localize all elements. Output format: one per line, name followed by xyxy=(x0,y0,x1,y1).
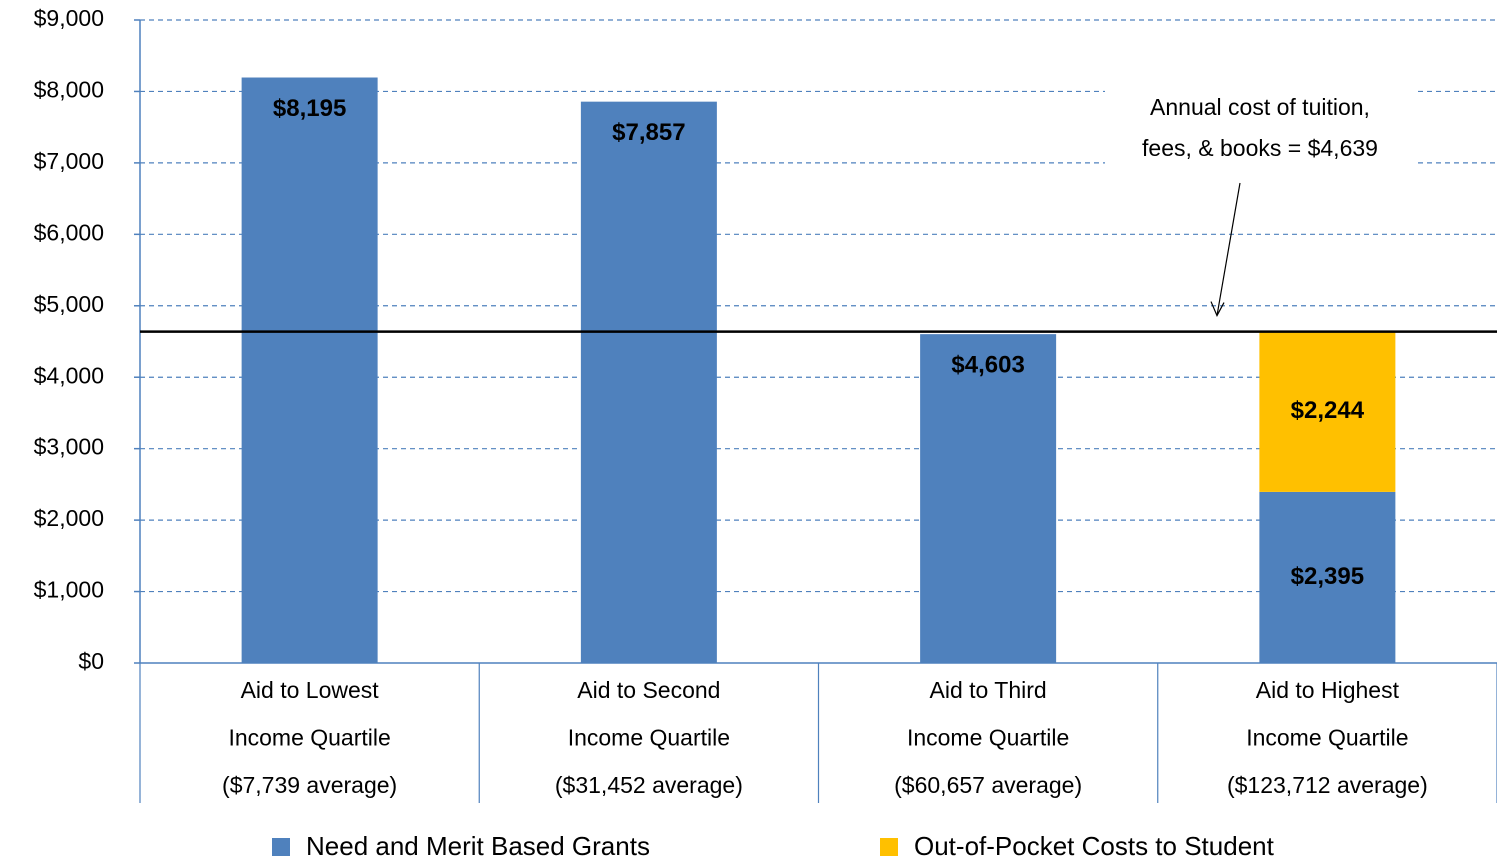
x-tick-label: Income Quartile xyxy=(1246,725,1408,751)
x-tick-label: Aid to Second xyxy=(577,677,720,703)
y-tick-label: $5,000 xyxy=(34,291,104,317)
annotation-arrowhead xyxy=(1210,301,1225,317)
x-tick-label: Aid to Highest xyxy=(1256,677,1400,703)
y-tick-label: $9,000 xyxy=(34,5,104,31)
legend-label: Out-of-Pocket Costs to Student xyxy=(914,831,1275,861)
x-tick-label: ($7,739 average) xyxy=(222,772,397,798)
y-tick-label: $7,000 xyxy=(34,148,104,174)
value-label: $8,195 xyxy=(273,95,346,122)
y-tick-label: $8,000 xyxy=(34,77,104,103)
x-tick-label: Income Quartile xyxy=(568,725,730,751)
y-tick-label: $6,000 xyxy=(34,219,104,245)
y-tick-label: $0 xyxy=(78,648,104,674)
x-tick-label: Aid to Third xyxy=(930,677,1047,703)
bar xyxy=(920,334,1057,663)
x-tick-label: Aid to Lowest xyxy=(241,677,380,703)
x-tick-label: Income Quartile xyxy=(907,725,1069,751)
legend-swatch xyxy=(272,838,290,856)
value-label: $2,244 xyxy=(1291,397,1365,424)
bar xyxy=(1259,491,1396,663)
x-tick-label: ($60,657 average) xyxy=(894,772,1082,798)
annotation-background xyxy=(1105,90,1417,170)
x-tick-label: ($31,452 average) xyxy=(555,772,743,798)
bar xyxy=(1259,331,1396,492)
y-tick-label: $4,000 xyxy=(34,362,104,388)
x-tick-label: ($123,712 average) xyxy=(1227,772,1428,798)
legend-swatch xyxy=(880,838,898,856)
bar xyxy=(580,101,717,663)
value-label: $7,857 xyxy=(612,119,685,146)
legend-label: Need and Merit Based Grants xyxy=(306,831,650,861)
annotation: fees, & books = $4,639 xyxy=(1142,135,1378,161)
x-tick-label: Income Quartile xyxy=(228,725,390,751)
value-label: $4,603 xyxy=(951,351,1024,378)
y-tick-label: $3,000 xyxy=(34,434,104,460)
y-tick-label: $1,000 xyxy=(34,577,104,603)
y-tick-label: $2,000 xyxy=(34,505,104,531)
bar xyxy=(241,77,378,664)
annotation: Annual cost of tuition, xyxy=(1150,94,1370,120)
annotation-arrow xyxy=(1216,182,1241,316)
value-label: $2,395 xyxy=(1291,563,1364,590)
